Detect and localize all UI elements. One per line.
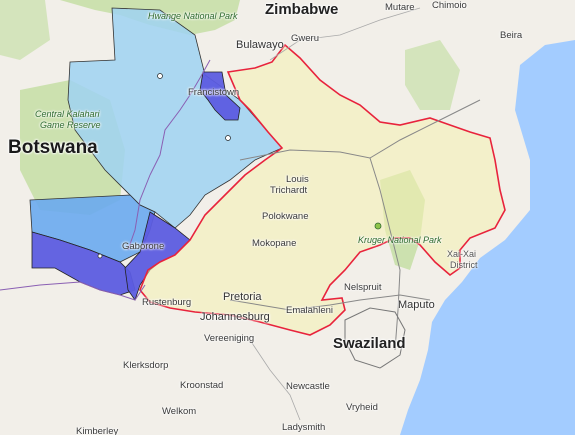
label-welkom: Welkom: [162, 406, 197, 417]
label-francistown: Francistown: [188, 87, 240, 98]
place-marker: [97, 253, 103, 259]
road: [229, 294, 431, 311]
label-nelspruit: Nelspruit: [344, 282, 382, 293]
label-beira: Beira: [500, 30, 523, 41]
label-louis-trichardt-line2: Trichardt: [270, 185, 308, 196]
label-hwange: Hwange National Park: [148, 11, 238, 21]
label-louis-trichardt-line1: Louis: [286, 174, 309, 185]
label-bulawayo: Bulawayo: [236, 39, 284, 51]
label-kimberley: Kimberley: [76, 426, 119, 435]
label-zimbabwe: Zimbabwe: [265, 1, 339, 18]
label-gweru: Gweru: [291, 33, 319, 44]
label-gaborone: Gaborone: [122, 241, 165, 252]
label-vereeniging: Vereeniging: [204, 333, 255, 344]
road: [249, 339, 301, 421]
label-chimoio: Chimoio: [432, 0, 467, 11]
label-kalahari-line1: Central Kalahari: [35, 109, 100, 119]
label-maputo: Maputo: [398, 299, 435, 311]
label-emalahleni: Emalahleni: [286, 305, 333, 316]
swaziland-border: [344, 307, 406, 369]
park-marker: [374, 222, 382, 230]
label-newcastle: Newcastle: [286, 381, 330, 392]
place-marker: [225, 135, 231, 141]
ocean: [400, 40, 575, 435]
label-pretoria: Pretoria: [223, 291, 262, 303]
place-marker: [157, 73, 163, 79]
label-xai-xai-line2: District: [450, 260, 478, 270]
country-border: [127, 174, 151, 251]
label-johannesburg: Johannesburg: [200, 311, 270, 323]
label-polokwane: Polokwane: [262, 211, 309, 222]
label-kruger: Kruger National Park: [358, 235, 442, 245]
label-xai-xai-line1: Xai-Xai: [447, 249, 477, 259]
country-border: [149, 59, 211, 176]
label-botswana: Botswana: [8, 137, 98, 158]
road: [269, 7, 421, 61]
label-swaziland: Swaziland: [333, 335, 406, 352]
label-ladysmith: Ladysmith: [282, 422, 326, 433]
botswana-region-dark-south: [31, 231, 136, 296]
label-kroonstad: Kroonstad: [180, 380, 224, 391]
park-east: [405, 40, 460, 110]
label-vryheid: Vryheid: [346, 402, 378, 413]
country-border: [0, 281, 146, 301]
label-mutare: Mutare: [385, 2, 415, 13]
label-mokopane: Mokopane: [252, 238, 297, 249]
botswana-region-dark-francistown: [199, 71, 241, 121]
label-klerksdorp: Klerksdorp: [123, 360, 169, 371]
label-rustenburg: Rustenburg: [142, 297, 192, 308]
label-kalahari-line2: Game Reserve: [40, 120, 101, 130]
park-west: [0, 0, 50, 60]
highlighted-region: [139, 43, 506, 336]
